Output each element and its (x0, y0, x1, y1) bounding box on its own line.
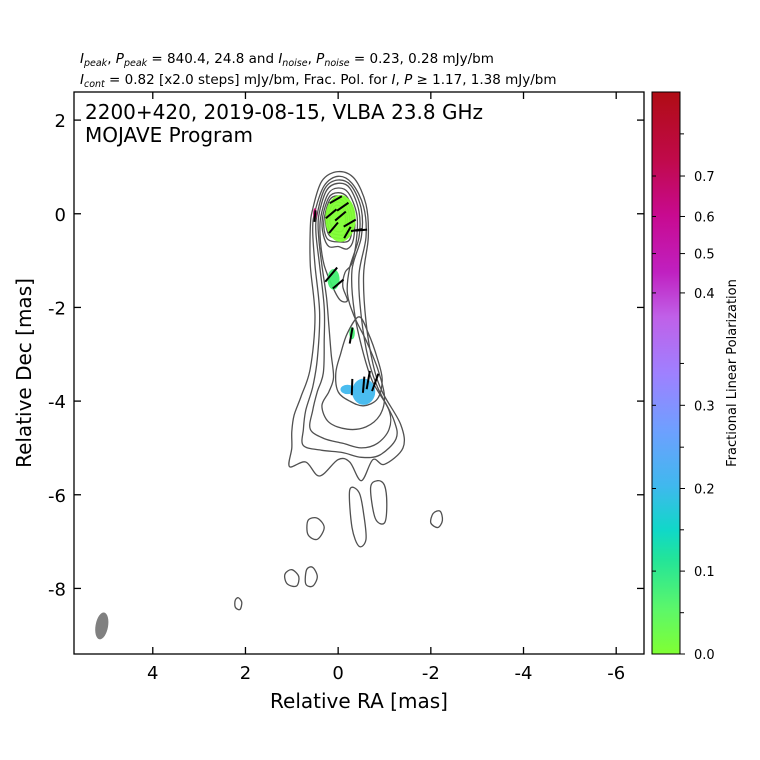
i-peak-subscript: peak (83, 58, 108, 69)
x-tick-label: -2 (422, 663, 440, 684)
colorbar-tick-label: 0.0 (694, 648, 715, 663)
colorbar-title: Fractional Linear Polarization (725, 279, 740, 467)
evpa-vector-0 (329, 195, 343, 205)
evpa-vector-9 (313, 210, 317, 222)
evpa-vector-12 (348, 327, 354, 344)
contour-text: = 0.82 [x2.0 steps] mJy/bm, Frac. Pol. f… (105, 72, 392, 88)
contour-17 (234, 597, 243, 611)
colorbar-tick-label: 0.3 (694, 399, 715, 414)
contour-4 (319, 187, 359, 303)
colorbar-ticks: 0.0 0.1 0.2 0.3 0.4 0.5 0.6 0.7 (652, 133, 715, 663)
p-peak-subscript: peak (123, 58, 148, 69)
y-tick-label: -4 (48, 392, 66, 413)
threshold-text: ≥ 1.17, 1.38 mJy/bm (412, 72, 556, 88)
evpa-vector-2 (325, 208, 338, 220)
i-symbol: I (392, 72, 396, 88)
colorbar-tick-label: 0.5 (694, 248, 715, 263)
plot-title-line-2: MOJAVE Program (85, 123, 253, 147)
contour-2 (309, 179, 392, 449)
plot-area (74, 92, 644, 654)
i-cont-symbol: I (80, 72, 84, 88)
evpa-vector-6 (343, 226, 352, 239)
evpa-vector-15 (365, 370, 371, 390)
evpa-vector-layer (313, 195, 380, 396)
colorbar-tick-label: 0.1 (694, 565, 715, 580)
i-noise-subscript: noise (282, 58, 307, 69)
beam-layer (95, 612, 109, 640)
contour-14 (306, 517, 325, 541)
x-tick-label: 0 (332, 663, 343, 684)
header-line-1: Ipeak, Ppeak = 840.4, 24.8 and Inoise, P… (80, 51, 494, 69)
contour-3 (317, 182, 386, 431)
colorbar-tick-label: 0.6 (694, 210, 715, 225)
x-tick-label: -4 (515, 663, 533, 684)
evpa-vector-3 (334, 210, 347, 222)
plot-title-line-1: 2200+420, 2019-08-15, VLBA 23.8 GHz (85, 100, 483, 124)
evpa-vector-1 (336, 201, 350, 212)
p-noise-subscript: noise (324, 58, 349, 69)
i-noise-symbol: I (278, 51, 282, 67)
colorbar-tick-label: 0.4 (694, 287, 715, 302)
colorbar-tick-label: 0.7 (694, 170, 715, 185)
contour-0 (288, 170, 406, 482)
y-tick-label: 2 (55, 111, 66, 132)
evpa-vector-4 (343, 218, 357, 228)
evpa-vector-11 (332, 278, 345, 290)
contour-10 (335, 316, 383, 407)
p-symbol: P (404, 72, 413, 88)
evpa-vector-10 (324, 266, 338, 283)
y-tick-label: -8 (48, 579, 66, 600)
colorbar-frame (651, 91, 681, 655)
contour-1 (301, 175, 398, 459)
x-tick-label: -6 (607, 663, 625, 684)
contour-15 (283, 569, 300, 588)
x-tick-label: 4 (147, 663, 158, 684)
x-tick-label: 2 (240, 663, 251, 684)
i-peak-symbol: I (80, 51, 84, 67)
contour-11 (369, 479, 388, 525)
i-cont-subscript: cont (84, 79, 106, 90)
axis-ticks: 4 2 0 -2 -4 -6 2 0 -2 -4 -6 -8 (48, 92, 644, 684)
polarization-patch-0 (325, 195, 356, 242)
colorbar-gradient (652, 92, 680, 654)
x-axis-title: Relative RA [mas] (270, 689, 448, 713)
evpa-vector-16 (371, 373, 380, 392)
colorbar-tick-label: 0.2 (694, 482, 715, 497)
plot-frame (73, 91, 645, 655)
header-line-2: Icont = 0.82 [x2.0 steps] mJy/bm, Frac. … (80, 72, 557, 90)
y-axis-title: Relative Dec [mas] (12, 278, 36, 468)
p-peak-symbol: P (116, 51, 125, 67)
evpa-vector-5 (328, 221, 339, 234)
contour-16 (304, 566, 318, 588)
peak-values: = 840.4, 24.8 and (147, 51, 278, 67)
p-noise-symbol: P (316, 51, 325, 67)
contour-12 (348, 486, 367, 548)
y-tick-label: -2 (48, 298, 66, 319)
beam-ellipse (95, 612, 109, 640)
noise-values: = 0.23, 0.28 mJy/bm (350, 51, 494, 67)
y-tick-label: 0 (55, 205, 66, 226)
evpa-vector-13 (350, 378, 354, 396)
evpa-vector-8 (355, 228, 368, 232)
y-tick-label: -6 (48, 486, 66, 507)
contour-5 (321, 192, 356, 250)
contour-13 (429, 510, 444, 529)
evpa-vector-14 (361, 376, 366, 393)
